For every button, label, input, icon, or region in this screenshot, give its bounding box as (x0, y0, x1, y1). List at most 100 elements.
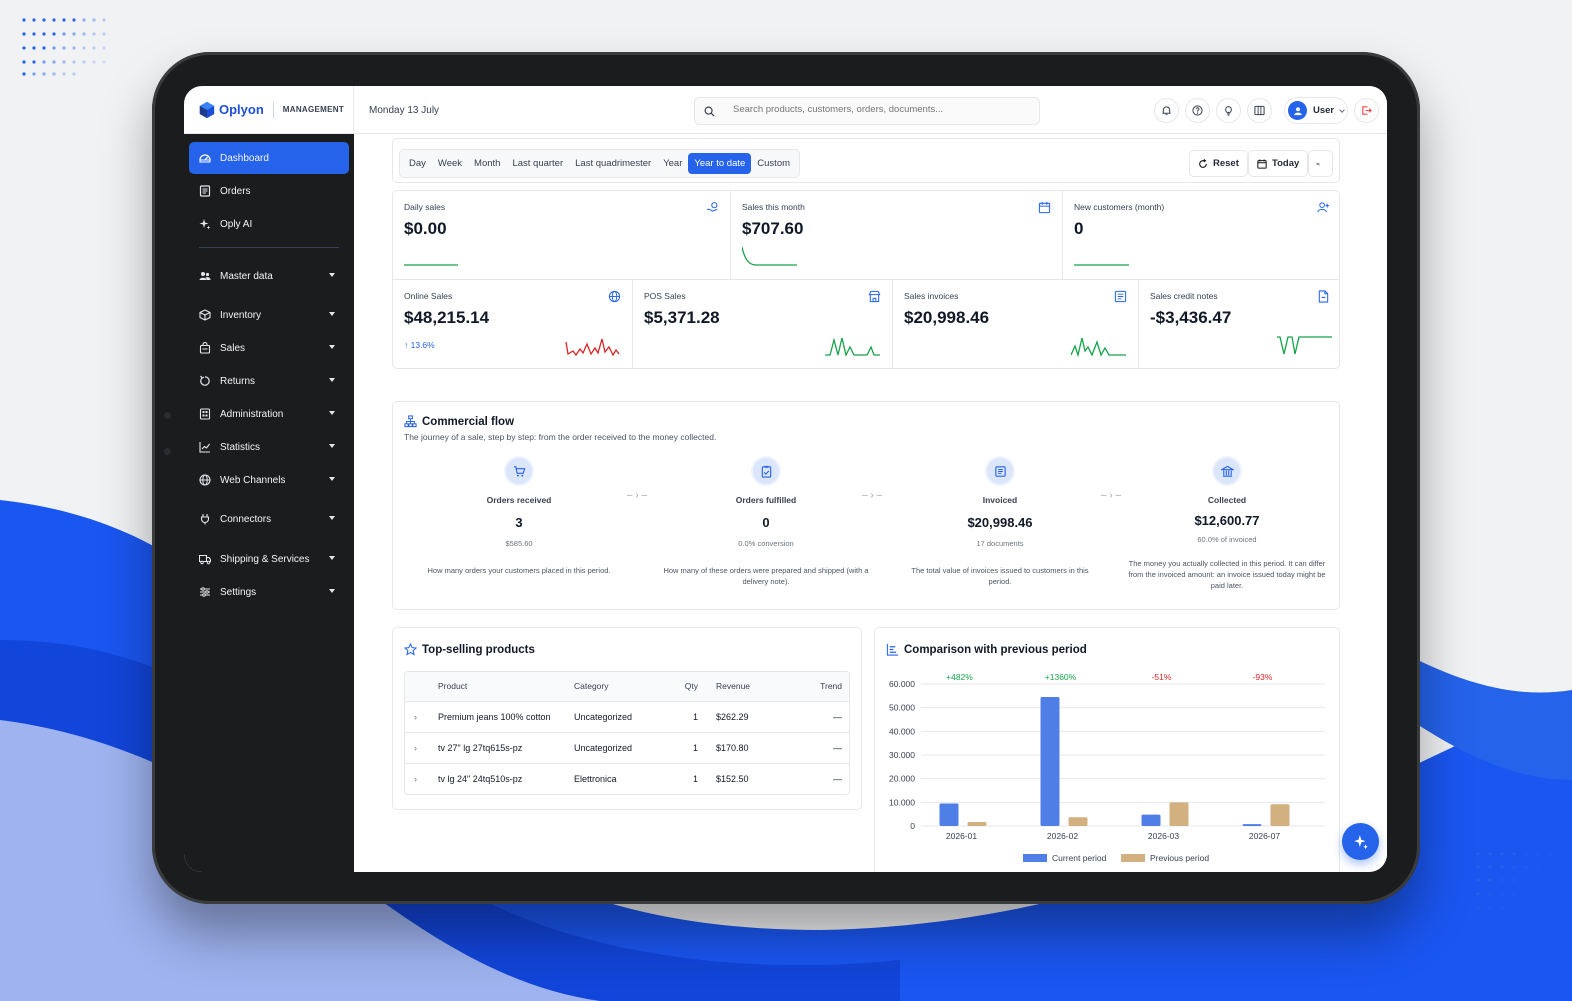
table-row[interactable]: › Premium jeans 100% cotton Uncategorize… (405, 701, 849, 733)
trend-cell: — (784, 701, 849, 733)
sidebar-item-connectors[interactable]: Connectors (189, 503, 349, 535)
decorative-dots (1476, 852, 1552, 910)
cart-icon (513, 465, 525, 477)
column-header[interactable]: Revenue (704, 672, 784, 702)
chart-icon (199, 442, 210, 453)
kpi-card-sales-credit-notes[interactable]: Sales credit notes -$3,436.47 (1139, 280, 1339, 368)
tab-custom[interactable]: Custom (757, 158, 791, 169)
chevron-down-icon (329, 556, 335, 560)
x-tick-label: 2026-02 (1047, 831, 1078, 841)
change-label: -93% (1253, 672, 1273, 682)
chevron-down-icon (1339, 106, 1345, 113)
trend-cell: — (784, 732, 849, 764)
reset-label: Reset (1213, 158, 1239, 169)
tab-month[interactable]: Month (474, 158, 501, 169)
section-title: Top-selling products (404, 643, 535, 656)
tab-day[interactable]: Day (409, 158, 426, 169)
reset-button[interactable]: Reset (1189, 150, 1248, 177)
sidebar-item-inventory[interactable]: Inventory (189, 299, 349, 331)
flow-step-description: How many orders your customers placed in… (427, 566, 611, 575)
column-header[interactable]: Trend (784, 672, 849, 702)
calendar-icon (1257, 158, 1267, 169)
store-icon (868, 290, 881, 303)
sidebar-item-returns[interactable]: Returns (189, 365, 349, 397)
kpi-card-sales-invoices[interactable]: Sales invoices $20,998.46 (893, 280, 1139, 368)
period-tabs: Day Week Month Last quarter Last quadrim… (399, 149, 801, 178)
kpi-card-online-sales[interactable]: Online Sales $48,215.14 ↑ 13.6% (393, 280, 633, 368)
sliders-icon (200, 587, 210, 597)
sidebar-item-statistics[interactable]: Statistics (189, 431, 349, 463)
kpi-value: $5,371.28 (644, 308, 720, 327)
flow-step-sub: 60.0% of invoiced (1197, 535, 1257, 544)
help-button[interactable] (1185, 98, 1210, 123)
table-row[interactable]: › tv 27" lg 27tq615s-pz Uncategorized 1 … (405, 732, 849, 764)
bar-previous (1169, 802, 1189, 826)
hide-values-button[interactable] (1308, 150, 1333, 177)
sidebar-item-orders[interactable]: Orders (189, 175, 349, 207)
sidebar-item-shipping-services[interactable]: Shipping & Services (189, 543, 349, 575)
notifications-button[interactable] (1154, 98, 1179, 123)
tips-button[interactable] (1216, 98, 1241, 123)
top-products-panel: Top-selling products Product Category Qt… (392, 627, 862, 810)
sidebar-item-web-channels[interactable]: Web Channels (189, 464, 349, 496)
ai-assistant-button[interactable] (1342, 823, 1379, 860)
sidebar-item-label: Connectors (220, 513, 272, 525)
kpi-card-pos-sales[interactable]: POS Sales $5,371.28 (633, 280, 893, 368)
tab-year[interactable]: Year (663, 158, 683, 169)
kpi-value: 0 (1074, 219, 1084, 238)
flow-step-circle (1212, 456, 1242, 486)
user-plus-icon (1317, 202, 1330, 213)
kpi-delta: ↑ 13.6% (404, 340, 435, 350)
logout-button[interactable] (1354, 98, 1379, 123)
tablet-button (164, 448, 171, 455)
sidebar-item-administration[interactable]: Administration (189, 398, 349, 430)
sidebar-item-oply-ai[interactable]: Oply AI (189, 208, 349, 240)
logo-cube-icon (199, 101, 215, 118)
tab-week[interactable]: Week (437, 158, 463, 169)
refresh-icon (1199, 158, 1207, 168)
sidebar-item-master-data[interactable]: Master data (189, 260, 349, 292)
chevron-down-icon (329, 345, 335, 349)
logo-bar[interactable]: Oplyon MANAGEMENT (184, 86, 354, 134)
sidebar-item-sales[interactable]: Sales (189, 332, 349, 364)
tab-year-to-date[interactable]: Year to date (688, 153, 752, 174)
kpi-card-new-customers[interactable]: New customers (month) 0 (1063, 191, 1339, 280)
app-screen: Oplyon MANAGEMENT Dashboard Orders Oply … (184, 86, 1387, 872)
chevron-right-icon[interactable]: › (405, 732, 438, 764)
bar-current (1242, 824, 1262, 826)
top-bar: Monday 13 July User (354, 86, 1387, 134)
sidebar-item-dashboard[interactable]: Dashboard (189, 142, 349, 174)
tab-last-quadrimester[interactable]: Last quadrimester (575, 158, 652, 169)
search-box[interactable] (694, 97, 1040, 125)
today-button[interactable]: Today (1248, 150, 1309, 177)
kpi-card-daily-sales[interactable]: Daily sales $0.00 (393, 191, 731, 280)
star-icon (404, 643, 417, 656)
y-tick-label: 50.000 (889, 703, 915, 713)
box-icon (199, 309, 211, 321)
sparkline (1074, 264, 1129, 266)
category-cell: Uncategorized (574, 701, 659, 733)
chevron-right-icon[interactable]: › (414, 773, 417, 784)
bell-icon (1162, 106, 1171, 116)
tab-last-quarter[interactable]: Last quarter (512, 158, 564, 169)
column-header[interactable]: Category (574, 672, 659, 702)
search-input[interactable] (733, 104, 1023, 115)
flow-step-value: $12,600.77 (1194, 513, 1260, 528)
commercial-flow-panel: Commercial flow The journey of a sale, s… (392, 401, 1340, 610)
column-header[interactable]: Qty (659, 672, 704, 702)
help-icon (1192, 105, 1203, 116)
change-label: +1360% (1045, 672, 1077, 682)
chevron-right-icon[interactable]: › (405, 701, 438, 733)
kpi-card-sales-this-month[interactable]: Sales this month $707.60 (731, 191, 1063, 280)
table-row[interactable]: › tv lg 24" 24tq510s-pz Elettronica 1 $1… (405, 763, 849, 794)
column-header[interactable]: Product (438, 672, 574, 702)
sparkline (404, 264, 458, 266)
columns-icon (1254, 105, 1265, 116)
sidebar-item-settings[interactable]: Settings (189, 576, 349, 608)
x-tick-label: 2026-03 (1148, 831, 1179, 841)
layout-button[interactable] (1247, 98, 1272, 123)
flow-step-sub: $585.60 (505, 539, 533, 548)
chevron-down-icon (329, 589, 335, 593)
user-menu[interactable]: User (1284, 97, 1348, 124)
legend-swatch (1121, 854, 1145, 862)
